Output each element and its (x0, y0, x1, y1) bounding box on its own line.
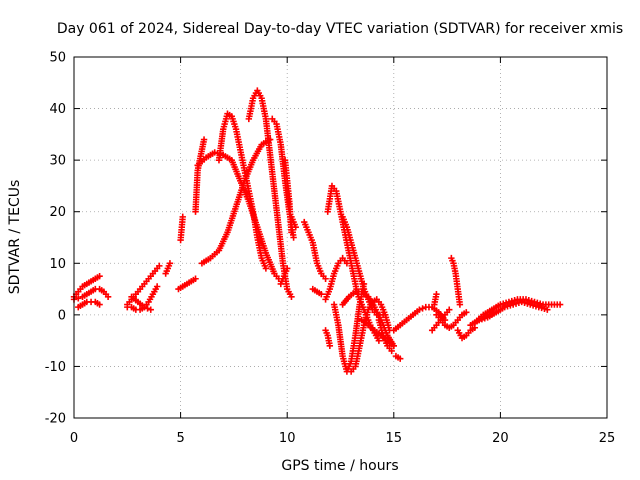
series-arc-am (467, 309, 500, 329)
data-point (360, 280, 368, 288)
series-arc-m (215, 110, 270, 272)
series-arc-q (288, 213, 299, 231)
y-tick-label: 20 (49, 205, 66, 220)
data-point (446, 306, 453, 313)
series-arc-n (245, 87, 295, 301)
data-point (262, 265, 270, 272)
series-arc-r (277, 265, 291, 288)
x-axis-label: GPS time / hours (281, 458, 398, 474)
y-tick-label: -20 (45, 412, 66, 427)
y-tick-label: 10 (49, 257, 66, 272)
y-tick-label: 0 (58, 308, 66, 323)
series-arc-a (70, 272, 103, 301)
x-tick-label: 0 (70, 431, 78, 446)
data-point (192, 275, 199, 282)
series-arc-b (70, 285, 112, 303)
series-arc-w (322, 254, 351, 303)
data-point (288, 293, 295, 301)
series-arc-ad (392, 352, 404, 362)
x-tick-label: 15 (386, 431, 403, 446)
data-point (75, 295, 82, 302)
y-tick-label: 40 (49, 102, 66, 117)
data-point (96, 301, 103, 308)
data-point (290, 234, 297, 241)
data-point (544, 306, 551, 313)
x-tick-label: 20 (492, 431, 509, 446)
series-arc-ag (433, 309, 470, 331)
y-tick-label: 30 (49, 154, 66, 169)
series-arc-j (192, 136, 208, 215)
series-arc-g (162, 260, 174, 277)
series-arc-u (324, 182, 383, 344)
data-points (70, 87, 564, 375)
data-point (396, 355, 404, 362)
plot-frame (73, 56, 608, 419)
axis-ticks: 0 5 10 15 20 25 -20 -10 0 10 20 30 40 50 (45, 51, 616, 447)
data-point (96, 272, 103, 280)
chart-title: Day 061 of 2024, Sidereal Day-to-day VTE… (57, 21, 623, 37)
data-point (492, 309, 500, 316)
data-point (179, 213, 186, 221)
data-point (141, 303, 148, 311)
data-point (284, 265, 291, 272)
series-arc-ac (375, 316, 395, 355)
data-point-interp (144, 305, 151, 312)
series-arc-ai (448, 254, 464, 308)
data-point (292, 223, 299, 231)
series-arc-h (177, 213, 186, 244)
data-point (156, 262, 163, 270)
x-tick-label: 25 (599, 431, 616, 446)
series-arc-t (309, 285, 325, 298)
data-point (463, 309, 470, 316)
data-point (416, 306, 423, 313)
data-point (288, 229, 295, 236)
series-arc-z (347, 296, 393, 375)
data-point (318, 291, 325, 298)
series-arc-ae (390, 303, 449, 334)
data-point (456, 301, 464, 308)
series-arc-y (322, 327, 334, 349)
data-point (322, 275, 329, 282)
data-point (147, 306, 154, 313)
data-point (200, 136, 208, 143)
x-tick-label: 5 (176, 431, 184, 446)
series-arc-ah (431, 291, 440, 308)
y-axis-label: SDTVAR / TECUs (7, 180, 23, 295)
data-point (166, 260, 174, 267)
series-arc-f (128, 293, 154, 313)
y-tick-label: 50 (49, 51, 66, 66)
x-tick-label: 10 (279, 431, 296, 446)
data-point (556, 301, 564, 308)
series-arc-af (428, 306, 453, 334)
grid (74, 57, 607, 418)
data-point (326, 342, 334, 349)
series-arc-c (75, 298, 103, 311)
y-tick-label: -10 (45, 360, 66, 375)
data-point (433, 291, 440, 298)
data-point (388, 347, 395, 355)
series-arc-i (175, 275, 199, 293)
data-point-interp (419, 305, 426, 312)
series-arc-aj (454, 324, 479, 342)
data-point (343, 260, 351, 267)
data-point (153, 283, 161, 290)
data-point (390, 342, 397, 349)
data-point (104, 293, 112, 301)
series-arc-s (301, 218, 329, 282)
data-point (375, 337, 383, 344)
